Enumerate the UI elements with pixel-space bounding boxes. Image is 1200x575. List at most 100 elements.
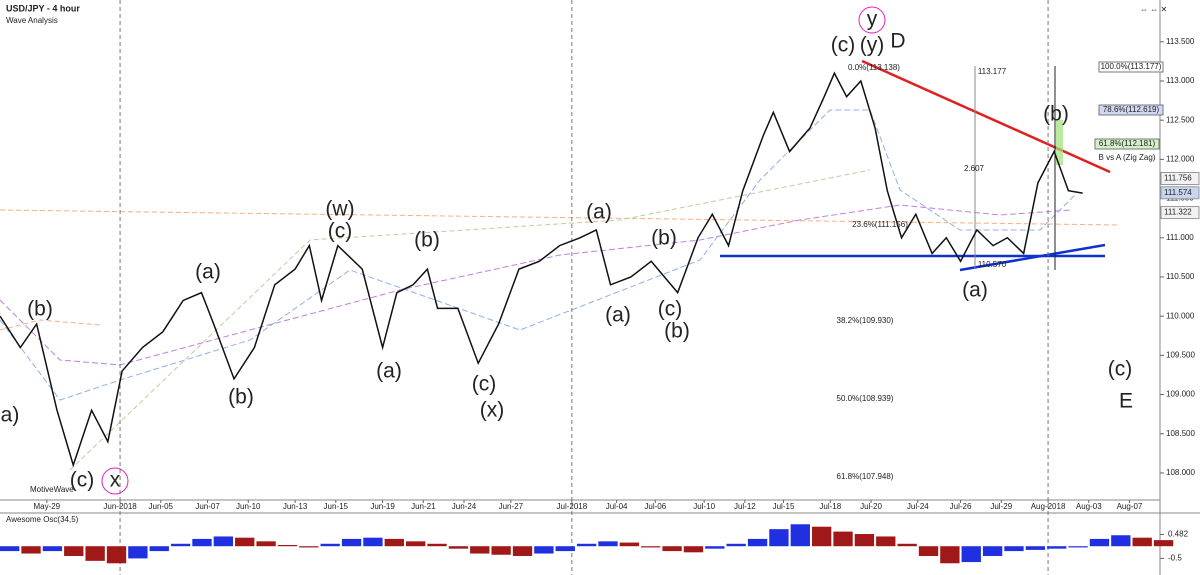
x-tick-label: May-29 bbox=[33, 502, 60, 511]
wave-label: (c) bbox=[328, 220, 353, 243]
y-tick-label: 110.500 bbox=[1166, 272, 1195, 281]
y-tick-label: 109.500 bbox=[1166, 350, 1195, 359]
wave-label: (c) bbox=[472, 373, 497, 396]
osc-bar bbox=[363, 537, 383, 547]
osc-bar bbox=[427, 543, 447, 547]
osc-bar bbox=[384, 538, 404, 547]
wave-label: (a) bbox=[962, 279, 988, 302]
y-tick-label: 112.500 bbox=[1166, 115, 1195, 124]
osc-bar bbox=[1089, 538, 1110, 547]
osc-bar bbox=[1132, 537, 1152, 547]
x-tick-label: Jul-26 bbox=[950, 502, 972, 511]
osc-bar bbox=[149, 546, 169, 552]
osc-bar bbox=[576, 543, 597, 547]
osc-bar bbox=[277, 545, 298, 547]
osc-bar bbox=[470, 546, 490, 554]
x-tick-label: Jun-24 bbox=[452, 502, 477, 511]
x-tick-label: Jul-24 bbox=[907, 502, 929, 511]
projection-line bbox=[0, 319, 101, 331]
wave-label: (b) bbox=[27, 298, 53, 321]
x-tick-label: Jul-06 bbox=[644, 502, 666, 511]
wave-label: (x) bbox=[480, 399, 505, 422]
osc-bar bbox=[64, 546, 84, 556]
x-tick-label: Jun-10 bbox=[236, 502, 261, 511]
x-tick-label: Aug-03 bbox=[1076, 502, 1102, 511]
projection-line bbox=[69, 169, 871, 471]
osc-bar bbox=[1111, 535, 1131, 547]
projection-line bbox=[0, 209, 1121, 226]
x-tick-label: Jun-07 bbox=[195, 502, 220, 511]
osc-bar bbox=[641, 546, 661, 548]
osc-bar bbox=[256, 541, 276, 547]
fib-box bbox=[1098, 61, 1164, 73]
osc-bar bbox=[747, 538, 768, 547]
x-tick-label: Jun-27 bbox=[499, 502, 524, 511]
osc-bar bbox=[299, 546, 319, 548]
osc-bar bbox=[940, 546, 960, 564]
brand: MotiveWave bbox=[30, 485, 74, 494]
x-tick-label: Aug-07 bbox=[1117, 502, 1143, 511]
price-marker-box bbox=[1160, 186, 1200, 200]
x-tick-label: Jun-21 bbox=[411, 502, 436, 511]
fib-label: 110.570 bbox=[978, 260, 1007, 269]
wave-label: (a) bbox=[376, 360, 402, 383]
toolbar-icon[interactable]: ⇔ ⇔ ✕ bbox=[1140, 5, 1167, 14]
wave-label: (a) bbox=[195, 261, 221, 284]
y-tick-label: 108.000 bbox=[1166, 468, 1195, 477]
osc-bar bbox=[128, 546, 148, 559]
wave-label: E bbox=[1119, 390, 1133, 413]
x-tick-label: Jul-12 bbox=[734, 502, 756, 511]
osc-bar bbox=[491, 546, 511, 555]
osc-bar bbox=[918, 546, 939, 556]
y-tick-label: 110.000 bbox=[1166, 311, 1195, 320]
x-tick-label: Jul-18 bbox=[819, 502, 841, 511]
price-marker-box bbox=[1160, 206, 1200, 220]
title: USD/JPY - 4 hour bbox=[6, 3, 80, 13]
osc-bar bbox=[512, 546, 533, 556]
wave-label: (w) bbox=[325, 198, 354, 221]
osc-bar bbox=[619, 542, 640, 547]
x-tick-label: Jun-19 bbox=[370, 502, 395, 511]
fib-box bbox=[1094, 138, 1160, 150]
y-tick-label: 113.000 bbox=[1166, 76, 1195, 85]
x-tick-label: Jul-10 bbox=[693, 502, 715, 511]
fib-label: 50.0%(108.939) bbox=[837, 394, 894, 403]
osc-bar bbox=[598, 541, 618, 547]
wave-label: x bbox=[110, 469, 121, 492]
moving-average bbox=[0, 204, 1071, 366]
moving-average bbox=[0, 109, 1076, 401]
wave-label: (c) bbox=[1108, 358, 1133, 381]
osc-bar bbox=[448, 546, 469, 549]
fib-label: 113.177 bbox=[978, 67, 1007, 76]
osc-bar bbox=[1004, 546, 1024, 552]
wave-label: (y) bbox=[860, 34, 885, 57]
osc-bar bbox=[1025, 546, 1046, 550]
x-tick-label: Jul-20 bbox=[860, 502, 882, 511]
fib-label: 38.2%(109.930) bbox=[837, 316, 894, 325]
wave-circle bbox=[858, 6, 886, 34]
fib-label: B vs A (Zig Zag) bbox=[1099, 153, 1156, 162]
osc-bar bbox=[42, 546, 63, 552]
wave-label: y bbox=[867, 8, 878, 31]
fib-label: 2.607 bbox=[964, 164, 985, 173]
osc-bar bbox=[1047, 546, 1067, 549]
osc-tick-label: 0.482 bbox=[1168, 530, 1189, 539]
wave-label: (b) bbox=[651, 227, 677, 250]
wave-label: (b) bbox=[228, 386, 254, 409]
osc-bar bbox=[320, 543, 340, 547]
price-marker-label: 111.756 bbox=[1164, 174, 1192, 183]
osc-bar bbox=[662, 546, 682, 552]
oscillator-title: Awesome Osc(34,5) bbox=[6, 515, 79, 524]
subtitle: Wave Analysis bbox=[6, 16, 58, 25]
fib-label: 78.6%(112.619) bbox=[1103, 105, 1160, 114]
osc-bar bbox=[982, 546, 1003, 556]
osc-bar bbox=[213, 536, 234, 547]
osc-bar bbox=[705, 546, 725, 549]
y-tick-label: 108.500 bbox=[1166, 429, 1195, 438]
osc-bar bbox=[833, 531, 853, 547]
osc-tick-label: -0.5 bbox=[1168, 554, 1182, 563]
y-tick-label: 111.000 bbox=[1166, 233, 1194, 242]
osc-bar bbox=[769, 529, 789, 547]
